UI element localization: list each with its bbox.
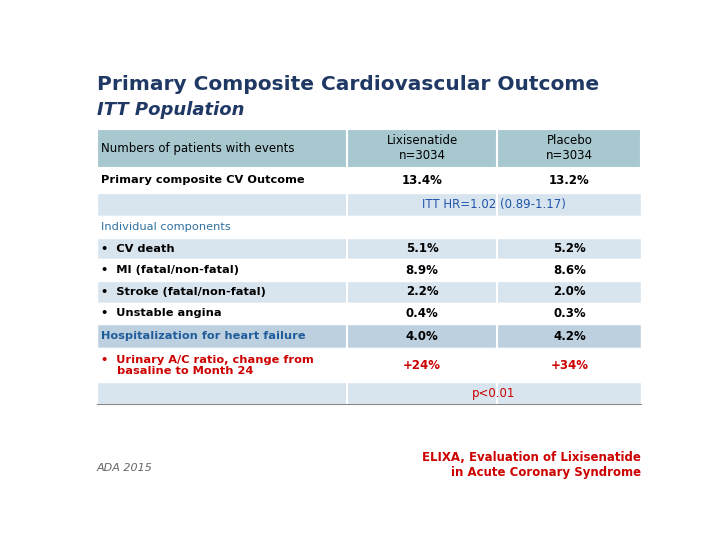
Text: ELIXA, Evaluation of Lixisenatide
in Acute Coronary Syndrome: ELIXA, Evaluation of Lixisenatide in Acu… (423, 451, 642, 479)
Text: p<0.01: p<0.01 (472, 387, 516, 400)
Bar (96, 193, 642, 216)
Text: 2.0%: 2.0% (553, 285, 585, 298)
Text: +24%: +24% (403, 359, 441, 372)
Bar (96, 259, 642, 281)
Text: Individual components: Individual components (101, 222, 231, 232)
Bar (96, 281, 642, 302)
Text: •  Urinary A/C ratio, change from
    basaline to Month 24: • Urinary A/C ratio, change from basalin… (101, 355, 314, 376)
Text: +34%: +34% (550, 359, 588, 372)
Text: 0.4%: 0.4% (405, 307, 438, 320)
Text: Primary composite CV Outcome: Primary composite CV Outcome (101, 176, 305, 185)
Text: Lixisenatide
n=3034: Lixisenatide n=3034 (387, 134, 458, 163)
Text: 0.3%: 0.3% (553, 307, 585, 320)
Text: •  CV death: • CV death (101, 244, 175, 254)
Bar (96, 324, 642, 348)
Bar (96, 216, 642, 238)
Bar (96, 302, 642, 324)
Text: •  MI (fatal/non-fatal): • MI (fatal/non-fatal) (101, 265, 239, 275)
Bar (96, 238, 642, 259)
Text: 8.9%: 8.9% (405, 264, 438, 276)
Text: 5.2%: 5.2% (553, 242, 585, 255)
Bar (96, 167, 642, 193)
Text: 13.4%: 13.4% (402, 174, 443, 187)
Text: 5.1%: 5.1% (405, 242, 438, 255)
Bar (96, 129, 642, 167)
Text: Placebo
n=3034: Placebo n=3034 (546, 134, 593, 163)
Text: ITT Population: ITT Population (96, 102, 244, 119)
Text: ADA 2015: ADA 2015 (96, 463, 153, 473)
Text: •  Unstable angina: • Unstable angina (101, 308, 222, 319)
Text: ITT HR=1.02 (0.89-1.17): ITT HR=1.02 (0.89-1.17) (422, 198, 566, 211)
Text: Hospitalization for heart failure: Hospitalization for heart failure (101, 332, 306, 341)
Text: Numbers of patients with events: Numbers of patients with events (101, 142, 294, 155)
Bar (96, 382, 642, 404)
Text: 4.0%: 4.0% (405, 330, 438, 343)
Text: 8.6%: 8.6% (553, 264, 586, 276)
Text: 2.2%: 2.2% (405, 285, 438, 298)
Text: Primary Composite Cardiovascular Outcome: Primary Composite Cardiovascular Outcome (96, 75, 599, 94)
Text: •  Stroke (fatal/non-fatal): • Stroke (fatal/non-fatal) (101, 287, 266, 297)
Bar (96, 348, 642, 382)
Text: 4.2%: 4.2% (553, 330, 585, 343)
Text: 13.2%: 13.2% (549, 174, 590, 187)
